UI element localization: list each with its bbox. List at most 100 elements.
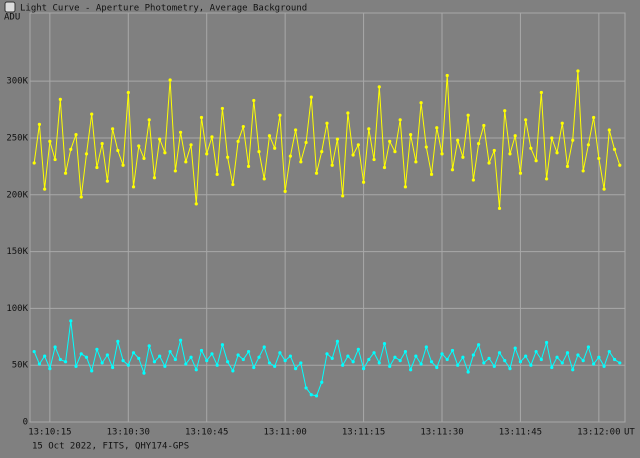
data-point bbox=[283, 189, 287, 193]
data-point bbox=[581, 359, 585, 363]
data-point bbox=[435, 365, 439, 370]
data-point bbox=[121, 163, 125, 167]
x-tick-label: 13:11:45 bbox=[499, 428, 542, 438]
data-point bbox=[262, 177, 266, 181]
data-point bbox=[539, 357, 543, 362]
data-point bbox=[205, 152, 209, 156]
data-point bbox=[409, 368, 413, 372]
data-point bbox=[492, 148, 496, 153]
data-point bbox=[560, 361, 564, 365]
data-point bbox=[555, 151, 559, 155]
data-point bbox=[246, 164, 251, 168]
data-point bbox=[210, 135, 214, 139]
data-point bbox=[586, 345, 591, 349]
data-point bbox=[309, 393, 313, 397]
data-point bbox=[403, 185, 408, 189]
x-tick-label: 13:11:30 bbox=[420, 428, 463, 438]
data-point bbox=[424, 145, 428, 149]
data-point bbox=[403, 349, 408, 354]
data-point bbox=[618, 163, 622, 167]
data-point bbox=[294, 367, 298, 371]
data-point bbox=[393, 150, 397, 154]
data-point bbox=[126, 90, 130, 95]
data-point bbox=[461, 355, 465, 359]
data-point bbox=[419, 362, 423, 366]
data-point bbox=[346, 111, 350, 115]
data-point bbox=[95, 165, 99, 170]
data-point bbox=[560, 121, 564, 125]
data-point bbox=[377, 85, 381, 89]
data-point bbox=[503, 109, 507, 113]
data-point bbox=[534, 159, 538, 163]
data-point bbox=[466, 113, 470, 117]
data-point bbox=[513, 346, 517, 350]
data-point bbox=[267, 361, 272, 365]
data-point bbox=[105, 353, 109, 357]
data-point bbox=[367, 357, 371, 362]
data-point bbox=[252, 365, 256, 370]
data-point bbox=[419, 101, 423, 105]
data-point bbox=[215, 172, 219, 176]
data-point bbox=[32, 349, 36, 354]
data-point bbox=[294, 128, 298, 132]
data-point bbox=[241, 357, 245, 362]
data-point bbox=[335, 339, 340, 343]
data-point bbox=[105, 179, 109, 183]
data-point bbox=[273, 364, 277, 368]
data-point bbox=[534, 349, 538, 354]
data-point bbox=[508, 152, 512, 156]
y-axis-label: ADU bbox=[4, 13, 20, 23]
data-point bbox=[440, 352, 444, 356]
chart-title: Light Curve - Aperture Photometry, Avera… bbox=[20, 4, 307, 14]
data-point bbox=[299, 160, 303, 164]
y-tick-label: 250K bbox=[6, 133, 28, 143]
data-point bbox=[163, 151, 167, 155]
data-point bbox=[246, 349, 251, 354]
data-point bbox=[482, 123, 486, 128]
data-point bbox=[74, 364, 78, 368]
data-point bbox=[257, 150, 261, 154]
data-point bbox=[100, 142, 104, 146]
data-point bbox=[74, 132, 78, 137]
data-point bbox=[424, 345, 428, 349]
data-point bbox=[147, 118, 151, 122]
data-point bbox=[429, 360, 434, 364]
data-point bbox=[314, 394, 319, 398]
y-tick-label: 0 bbox=[23, 418, 28, 428]
data-point bbox=[456, 363, 460, 367]
data-point bbox=[278, 113, 282, 117]
data-point bbox=[158, 137, 162, 141]
data-point bbox=[95, 347, 99, 351]
y-tick-label: 200K bbox=[6, 190, 28, 200]
data-point bbox=[121, 359, 125, 363]
data-point bbox=[158, 354, 162, 358]
data-point bbox=[508, 367, 512, 371]
data-point bbox=[377, 361, 381, 365]
y-tick-label: 150K bbox=[6, 247, 28, 257]
data-point bbox=[497, 206, 502, 211]
x-tick-label: 13:10:45 bbox=[185, 428, 228, 438]
data-point bbox=[382, 342, 387, 346]
data-point bbox=[100, 361, 104, 365]
data-point bbox=[435, 126, 439, 130]
data-point bbox=[69, 147, 73, 151]
data-point bbox=[330, 356, 334, 360]
data-point bbox=[178, 338, 183, 342]
data-point bbox=[131, 185, 136, 189]
data-point bbox=[205, 359, 209, 363]
x-tick-label: 13:11:00 bbox=[263, 428, 306, 438]
data-point bbox=[592, 115, 596, 120]
x-tick-label: 13:10:30 bbox=[107, 428, 150, 438]
data-point bbox=[544, 177, 549, 181]
data-point bbox=[497, 351, 502, 355]
data-point bbox=[220, 106, 225, 111]
data-point bbox=[178, 130, 183, 134]
data-point bbox=[299, 361, 303, 365]
data-point bbox=[194, 202, 198, 206]
data-point bbox=[529, 363, 533, 367]
data-point bbox=[597, 156, 601, 161]
data-point bbox=[581, 169, 585, 173]
data-point bbox=[226, 360, 230, 364]
data-point bbox=[210, 352, 214, 356]
